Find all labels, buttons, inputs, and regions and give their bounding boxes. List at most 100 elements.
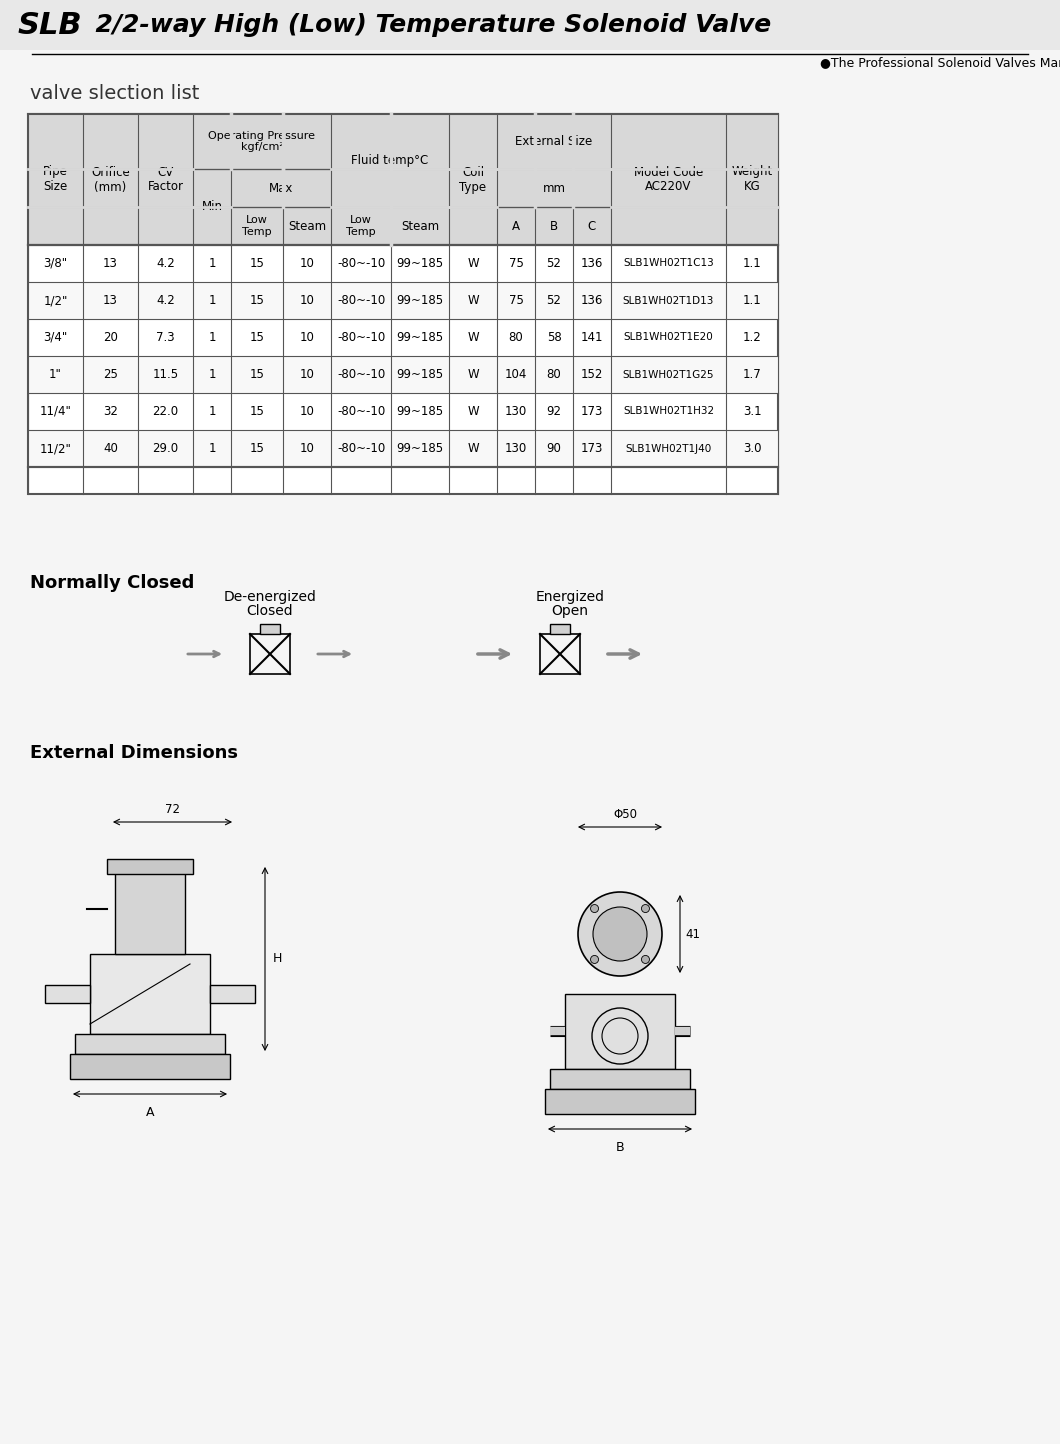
Text: -80~-10: -80~-10 [337, 442, 385, 455]
Text: 2/2-way High (Low) Temperature Solenoid Valve: 2/2-way High (Low) Temperature Solenoid … [78, 13, 772, 38]
Text: Closed: Closed [247, 604, 294, 618]
Text: 1: 1 [208, 368, 216, 381]
Circle shape [641, 956, 650, 963]
Text: Normally Closed: Normally Closed [30, 575, 194, 592]
Text: 15: 15 [249, 257, 264, 270]
Text: 130: 130 [505, 442, 527, 455]
Text: 136: 136 [581, 295, 603, 308]
Bar [565, 993, 675, 1069]
Text: 58: 58 [547, 331, 562, 344]
Text: CV
Factor: CV Factor [147, 166, 183, 193]
Text: H: H [273, 953, 282, 966]
Text: SLB1WH02T1C13: SLB1WH02T1C13 [623, 258, 713, 269]
Bar [75, 1034, 225, 1054]
Text: 99~185: 99~185 [396, 404, 443, 417]
Text: 99~185: 99~185 [396, 331, 443, 344]
Bar [90, 954, 210, 1034]
Text: 99~185: 99~185 [396, 257, 443, 270]
Text: mm: mm [543, 182, 565, 195]
Text: 1": 1" [49, 368, 61, 381]
Text: W: W [467, 257, 479, 270]
Text: 1.1: 1.1 [743, 295, 761, 308]
Text: 99~185: 99~185 [396, 368, 443, 381]
Text: Fluid temp°C: Fluid temp°C [351, 155, 428, 168]
Text: B: B [616, 1141, 624, 1154]
Text: 10: 10 [300, 404, 315, 417]
Text: -80~-10: -80~-10 [337, 331, 385, 344]
Text: Energized: Energized [535, 591, 604, 604]
Bar [28, 282, 778, 319]
Text: 152: 152 [581, 368, 603, 381]
Text: 15: 15 [249, 442, 264, 455]
Text: 52: 52 [547, 295, 562, 308]
Text: SLB1WH02T1J40: SLB1WH02T1J40 [625, 443, 711, 453]
Text: 40: 40 [103, 442, 118, 455]
Text: ●The Professional Solenoid Valves Manufactory: ●The Professional Solenoid Valves Manufa… [820, 58, 1060, 71]
Text: De-energized: De-energized [224, 591, 317, 604]
Text: 11/4": 11/4" [39, 404, 71, 417]
Bar [550, 624, 570, 634]
Text: A: A [512, 219, 520, 232]
Text: 15: 15 [249, 368, 264, 381]
Text: Φ50: Φ50 [613, 809, 637, 822]
Text: 1.2: 1.2 [743, 331, 761, 344]
Text: 1.1: 1.1 [743, 257, 761, 270]
Text: -80~-10: -80~-10 [337, 257, 385, 270]
Text: 173: 173 [581, 404, 603, 417]
Text: 11.5: 11.5 [153, 368, 178, 381]
Text: External Size: External Size [515, 134, 593, 147]
Bar [545, 1089, 695, 1113]
Text: 1/2": 1/2" [43, 295, 68, 308]
Bar [210, 985, 255, 1004]
Text: 136: 136 [581, 257, 603, 270]
Circle shape [590, 956, 599, 963]
Text: W: W [467, 442, 479, 455]
Text: 52: 52 [547, 257, 562, 270]
Circle shape [590, 904, 599, 913]
Text: 3/4": 3/4" [43, 331, 68, 344]
Text: 72: 72 [164, 803, 179, 816]
Text: 10: 10 [300, 368, 315, 381]
Text: Model Code
AC220V: Model Code AC220V [634, 166, 703, 193]
Text: W: W [467, 404, 479, 417]
Text: Pipe
Size: Pipe Size [43, 166, 68, 193]
Text: 1: 1 [208, 442, 216, 455]
Text: 25: 25 [103, 368, 118, 381]
Text: W: W [467, 331, 479, 344]
Text: Weight
KG: Weight KG [731, 166, 773, 193]
Text: 80: 80 [547, 368, 562, 381]
Text: SLB: SLB [18, 10, 83, 39]
Text: 10: 10 [300, 331, 315, 344]
Text: 99~185: 99~185 [396, 442, 443, 455]
Bar [28, 114, 778, 494]
Text: B: B [550, 219, 558, 232]
Text: 32: 32 [103, 404, 118, 417]
Text: A: A [146, 1106, 155, 1119]
Text: Max: Max [269, 182, 294, 195]
Text: SLB1WH02T1G25: SLB1WH02T1G25 [623, 370, 714, 380]
Bar [28, 357, 778, 393]
Text: 1: 1 [208, 404, 216, 417]
Text: Low
Temp: Low Temp [347, 215, 376, 237]
Text: 1.7: 1.7 [743, 368, 761, 381]
Text: 3.0: 3.0 [743, 442, 761, 455]
Text: Open: Open [551, 604, 588, 618]
Text: W: W [467, 295, 479, 308]
Text: 141: 141 [581, 331, 603, 344]
Text: -80~-10: -80~-10 [337, 295, 385, 308]
Text: Orifice
(mm): Orifice (mm) [91, 166, 130, 193]
Text: 90: 90 [547, 442, 562, 455]
Text: valve slection list: valve slection list [30, 84, 199, 103]
Text: 22.0: 22.0 [153, 404, 178, 417]
Text: 75: 75 [509, 295, 524, 308]
Bar [260, 624, 280, 634]
Bar [28, 114, 778, 245]
Text: 11/2": 11/2" [39, 442, 71, 455]
Text: Low
Temp: Low Temp [242, 215, 271, 237]
Text: SLB1WH02T1H32: SLB1WH02T1H32 [623, 407, 714, 416]
Circle shape [578, 892, 662, 976]
Circle shape [593, 907, 647, 962]
Text: 75: 75 [509, 257, 524, 270]
Text: 1: 1 [208, 295, 216, 308]
Text: 3/8": 3/8" [43, 257, 68, 270]
